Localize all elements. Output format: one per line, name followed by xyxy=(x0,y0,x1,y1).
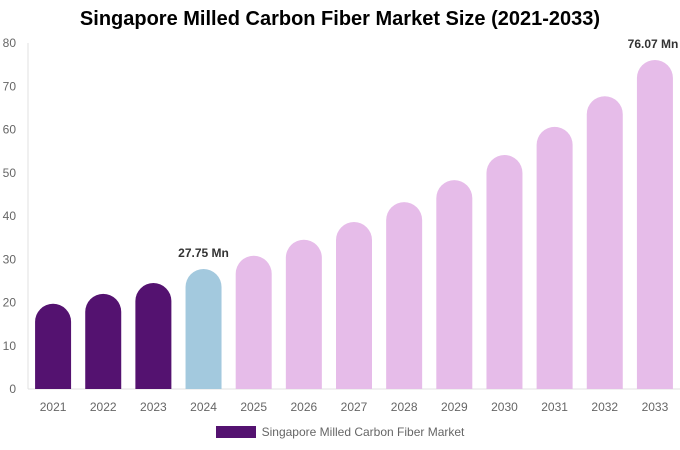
bar-2022 xyxy=(85,293,122,389)
bar-2031 xyxy=(536,126,573,389)
legend-label: Singapore Milled Carbon Fiber Market xyxy=(261,425,465,439)
y-tick-label: 60 xyxy=(3,123,17,137)
bar-2030 xyxy=(486,155,523,389)
y-tick-label: 50 xyxy=(3,166,17,180)
bar-2023 xyxy=(135,283,172,389)
x-tick-label: 2024 xyxy=(190,400,217,414)
x-tick-label: 2026 xyxy=(290,400,317,414)
x-tick-label: 2030 xyxy=(491,400,518,414)
y-tick-label: 30 xyxy=(3,252,17,266)
bar-2026 xyxy=(285,239,322,389)
legend-swatch xyxy=(215,426,256,438)
y-tick-label: 40 xyxy=(3,209,17,223)
y-tick-label: 0 xyxy=(9,382,16,396)
y-tick-label: 20 xyxy=(3,296,17,310)
bar-2028 xyxy=(386,202,423,389)
bar-2024 xyxy=(185,268,222,389)
x-tick-label: 2031 xyxy=(541,400,568,414)
bar-2025 xyxy=(235,255,272,389)
bar-2032 xyxy=(586,96,623,389)
chart-title: Singapore Milled Carbon Fiber Market Siz… xyxy=(79,8,601,30)
data-label: 76.07 Mn xyxy=(628,37,679,51)
bar-2033 xyxy=(636,59,673,390)
bar-2021 xyxy=(35,303,72,389)
bar-2029 xyxy=(436,180,473,389)
x-tick-label: 2023 xyxy=(140,400,167,414)
x-tick-label: 2027 xyxy=(341,400,368,414)
y-tick-label: 80 xyxy=(3,36,17,50)
legend: Singapore Milled Carbon Fiber Market xyxy=(0,425,680,439)
x-tick-label: 2033 xyxy=(642,400,669,414)
bar-2027 xyxy=(336,222,372,389)
x-tick-label: 2029 xyxy=(441,400,468,414)
x-tick-label: 2032 xyxy=(591,400,618,414)
x-tick-label: 2022 xyxy=(90,400,117,414)
x-tick-label: 2021 xyxy=(40,400,67,414)
x-tick-label: 2028 xyxy=(391,400,418,414)
y-tick-label: 70 xyxy=(3,79,17,93)
data-label: 27.75 Mn xyxy=(178,246,229,260)
y-tick-label: 10 xyxy=(3,339,17,353)
x-tick-label: 2025 xyxy=(240,400,267,414)
